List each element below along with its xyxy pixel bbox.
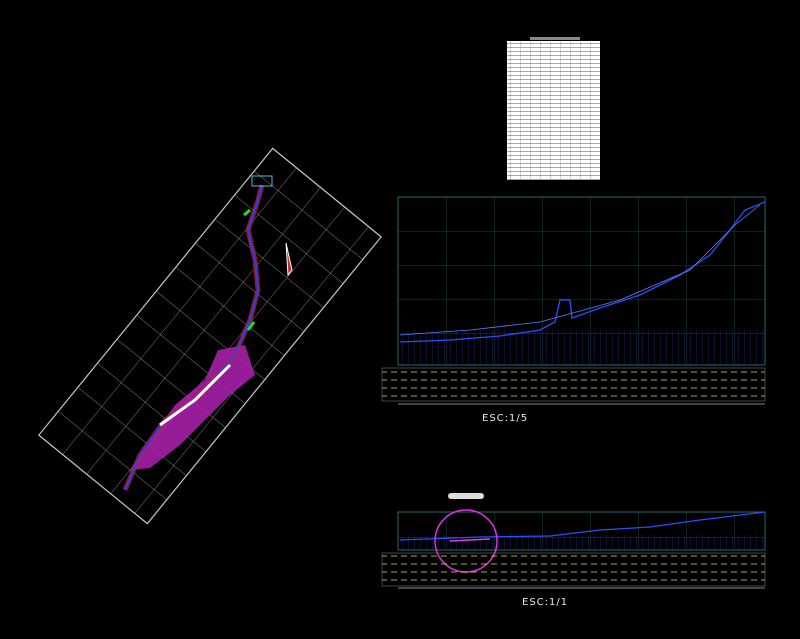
data-bands <box>381 552 766 587</box>
highlight-segment <box>449 538 491 542</box>
grade-line <box>399 204 761 336</box>
plan-frame <box>37 147 383 525</box>
plan-route <box>122 175 293 491</box>
profile-large: ESC:1/5 <box>381 196 766 424</box>
station-lines <box>398 330 765 365</box>
terrain-profile <box>399 201 766 343</box>
route-markers <box>243 208 256 331</box>
station-lines <box>398 535 765 550</box>
plan-grid <box>37 147 383 525</box>
terrain-profile <box>399 511 766 541</box>
data-bands <box>381 367 766 402</box>
route-line <box>124 184 263 491</box>
data-table <box>507 37 600 180</box>
terrain-area <box>130 345 255 470</box>
table-title <box>530 37 580 40</box>
detail-mark <box>285 242 293 277</box>
profile-tag <box>448 493 484 499</box>
route-axis <box>159 363 232 427</box>
table-lines <box>507 41 600 180</box>
profile-small: ESC:1/1 <box>381 493 766 608</box>
scale-label: ESC:1/1 <box>522 597 568 608</box>
start-box <box>251 175 273 187</box>
scale-label: ESC:1/5 <box>482 413 528 424</box>
